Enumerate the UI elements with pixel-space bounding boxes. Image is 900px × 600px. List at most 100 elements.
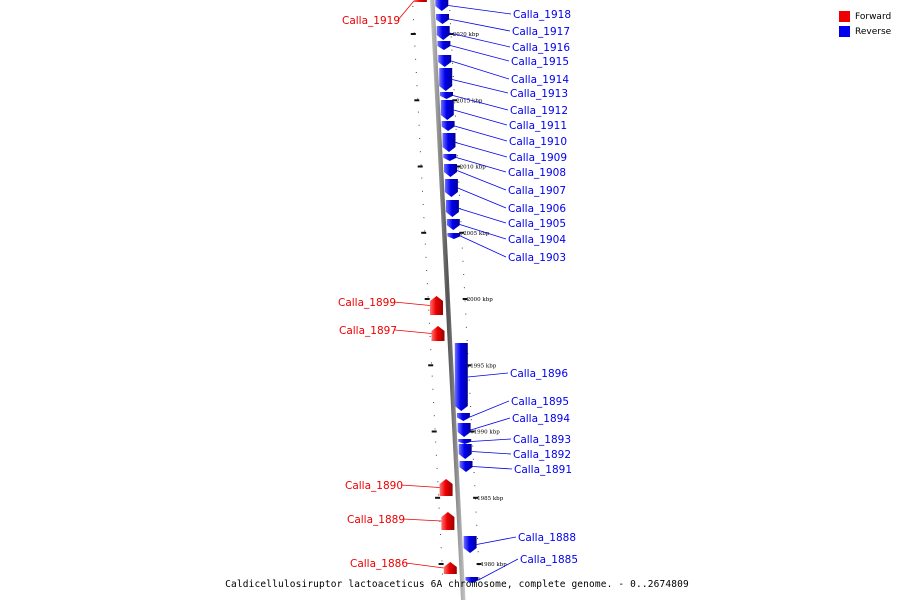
tick-label: 1985 kbp xyxy=(477,496,504,502)
gene-arrow-calla-1904 xyxy=(446,219,460,230)
gene-arrow-calla-1914 xyxy=(438,55,452,67)
forward-swatch xyxy=(839,11,850,22)
gene-label-calla-1896[interactable]: Calla_1896 xyxy=(510,368,568,380)
gene-label-calla-1904[interactable]: Calla_1904 xyxy=(508,234,566,246)
major-tick-right xyxy=(452,99,458,102)
minor-tick-dot xyxy=(463,274,465,275)
minor-tick-dot xyxy=(412,6,414,7)
gene-label-calla-1914[interactable]: Calla_1914 xyxy=(511,74,569,86)
reverse-swatch xyxy=(839,26,850,37)
minor-tick-dot xyxy=(472,458,474,460)
gene-label-calla-1916[interactable]: Calla_1916 xyxy=(512,42,570,54)
minor-tick-dot xyxy=(435,454,437,456)
minor-tick-dot xyxy=(468,379,470,381)
minor-tick-dot xyxy=(431,375,433,377)
minor-tick-dot xyxy=(428,309,430,311)
minor-tick-dot xyxy=(459,194,460,196)
gene-arrow-calla-1905 xyxy=(445,200,459,217)
minor-tick-dot xyxy=(426,283,428,285)
gene-label-calla-1906[interactable]: Calla_1906 xyxy=(508,203,566,215)
minor-tick-dot xyxy=(465,326,467,328)
minor-tick-dot xyxy=(450,36,452,38)
leader-line xyxy=(455,142,508,158)
gene-label-calla-1895[interactable]: Calla_1895 xyxy=(511,396,569,408)
major-tick-left xyxy=(435,496,441,499)
gene-label-calla-1893[interactable]: Calla_1893 xyxy=(513,434,571,446)
gene-label-calla-1909[interactable]: Calla_1909 xyxy=(509,152,567,164)
major-tick-left xyxy=(421,231,427,234)
major-tick-right xyxy=(473,496,479,499)
gene-label-calla-1889[interactable]: Calla_1889 xyxy=(347,514,405,526)
minor-tick-dot xyxy=(430,349,432,351)
minor-tick-dot xyxy=(455,128,457,130)
leader-line xyxy=(471,438,512,442)
gene-label-calla-1888[interactable]: Calla_1888 xyxy=(518,532,576,544)
gene-arrow-calla-1908 xyxy=(443,154,457,161)
tick-label: 2005 kbp xyxy=(463,231,490,237)
minor-tick-dot xyxy=(454,102,456,104)
gene-label-calla-1915[interactable]: Calla_1915 xyxy=(511,56,569,68)
minor-tick-dot xyxy=(437,481,439,483)
minor-tick-dot xyxy=(441,560,443,562)
leader-line xyxy=(452,79,509,94)
major-ticks: 2020 kbp 2015 kbp 2010 kbp 2005 kbp 2000 kbp… xyxy=(410,32,507,568)
leader-line xyxy=(450,45,510,62)
gene-label-calla-1905[interactable]: Calla_1905 xyxy=(508,218,566,230)
gene-label-calla-1894[interactable]: Calla_1894 xyxy=(512,413,570,425)
gene-label-calla-1891[interactable]: Calla_1891 xyxy=(514,464,572,476)
gene-label-calla-1918[interactable]: Calla_1918 xyxy=(513,9,571,21)
gene-label-calla-1910[interactable]: Calla_1910 xyxy=(509,136,567,148)
major-tick-left xyxy=(424,298,430,300)
tick-label: 2010 kbp xyxy=(460,165,487,171)
gene-label-calla-1908[interactable]: Calla_1908 xyxy=(508,167,566,179)
gene-arrow-calla-1912 xyxy=(440,92,453,99)
gene-label-calla-1897[interactable]: Calla_1897 xyxy=(339,325,397,337)
minor-tick-dot xyxy=(474,485,476,487)
minor-tick-dot xyxy=(415,72,417,73)
leader-line xyxy=(467,372,509,378)
legend-reverse-label: Reverse xyxy=(855,26,892,37)
minor-tick-dot xyxy=(419,138,421,139)
gene-label-calla-1913[interactable]: Calla_1913 xyxy=(510,88,568,100)
gene-label-calla-1907[interactable]: Calla_1907 xyxy=(508,185,566,197)
gene-label-calla-1917[interactable]: Calla_1917 xyxy=(512,26,570,38)
minor-tick-dot xyxy=(466,340,468,341)
tick-label: 1995 kbp xyxy=(470,363,497,369)
gene-label-calla-1919[interactable]: Calla_1919 xyxy=(342,15,400,27)
minor-tick-dot xyxy=(456,155,458,157)
minor-tick-dot xyxy=(477,551,479,553)
gene-arrow-calla-1886 xyxy=(443,562,457,574)
major-tick-right xyxy=(459,231,465,234)
gene-label-calla-1899[interactable]: Calla_1899 xyxy=(338,297,396,309)
gene-label-calla-1911[interactable]: Calla_1911 xyxy=(509,120,567,132)
minor-tick-dot xyxy=(473,472,475,473)
gene-label-calla-1892[interactable]: Calla_1892 xyxy=(513,449,571,461)
leader-line xyxy=(460,235,507,258)
minor-tick-dot xyxy=(415,58,417,60)
gene-label-calla-1885[interactable]: Calla_1885 xyxy=(520,554,578,566)
gene-label-calla-1912[interactable]: Calla_1912 xyxy=(510,105,568,117)
major-tick-left xyxy=(410,33,416,35)
leader-line xyxy=(400,484,440,488)
major-tick-right xyxy=(476,563,482,565)
gene-arrow-calla-1895 xyxy=(456,413,470,421)
gene-arrow-calla-1897 xyxy=(431,326,445,341)
leader-line xyxy=(459,224,507,240)
gene-arrow-calla-1893 xyxy=(458,439,472,444)
minor-tick-dot xyxy=(468,366,469,368)
gene-label-calla-1890[interactable]: Calla_1890 xyxy=(345,480,403,492)
gene-arrow-calla-1896 xyxy=(454,343,468,411)
gene-label-calla-1886[interactable]: Calla_1886 xyxy=(350,558,408,570)
minor-tick-dot xyxy=(440,534,441,535)
minor-tick-dot xyxy=(433,415,435,417)
minor-tick-dot xyxy=(451,49,453,51)
gene-arrow-calla-1909 xyxy=(442,133,456,152)
minor-tick-dot xyxy=(417,98,419,100)
minor-tick-dot xyxy=(417,111,419,113)
leader-line xyxy=(394,329,432,334)
gene-label-calla-1903[interactable]: Calla_1903 xyxy=(508,252,566,264)
leader-line xyxy=(452,95,509,111)
strand-legend: Forward Reverse xyxy=(839,9,891,39)
tick-label: 1990 kbp xyxy=(474,430,501,436)
